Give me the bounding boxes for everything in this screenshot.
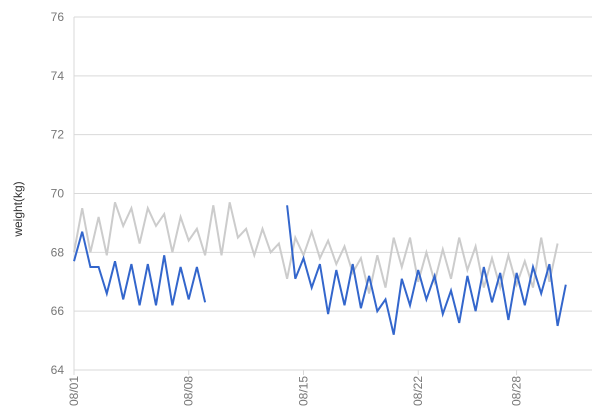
blue-series-line-segment-2 — [286, 205, 567, 335]
y-tick-label: 76 — [51, 10, 65, 24]
y-tick-label: 72 — [51, 128, 65, 142]
x-tick-label: 08/28 — [510, 376, 524, 406]
y-axis-title: weight(kg) — [11, 181, 25, 237]
y-tick-label: 70 — [51, 187, 65, 201]
x-tick-label: 08/01 — [67, 376, 81, 406]
y-tick-label: 74 — [51, 69, 65, 83]
series-lines — [73, 201, 567, 335]
x-tick-label: 08/22 — [411, 376, 425, 406]
blue-series-line-segment-1 — [73, 231, 207, 306]
y-tick-label: 68 — [51, 245, 65, 259]
x-tick-labels: 08/01 08/08 08/15 08/22 08/28 — [67, 376, 524, 406]
gridlines — [73, 16, 592, 375]
y-tick-labels: 64 66 68 70 72 74 76 — [51, 10, 65, 377]
x-tick-label: 08/08 — [182, 376, 196, 406]
gray-series-line — [73, 201, 559, 294]
x-tick-label: 08/15 — [296, 376, 310, 406]
y-tick-label: 64 — [51, 363, 65, 377]
y-tick-label: 66 — [51, 304, 65, 318]
